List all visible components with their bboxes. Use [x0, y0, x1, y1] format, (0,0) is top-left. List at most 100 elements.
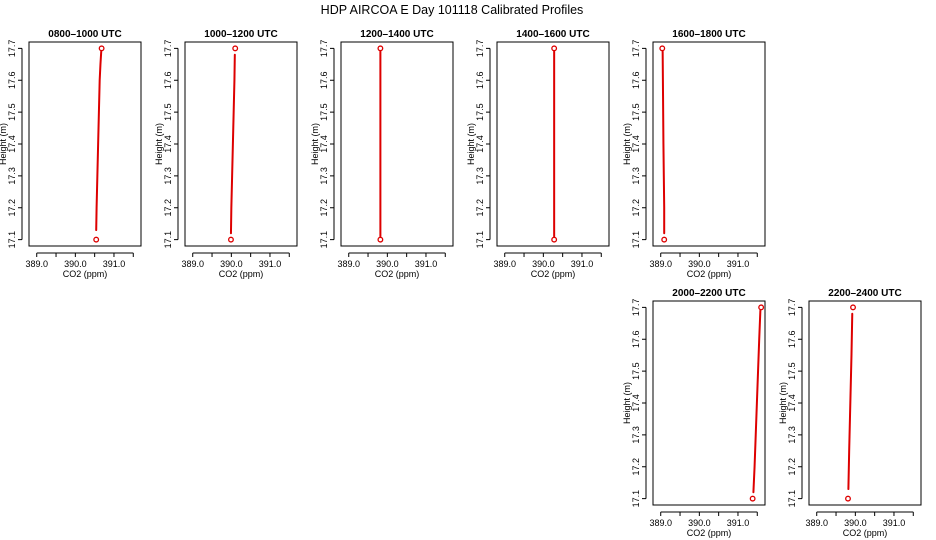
y-tick-label: 17.4 [319, 135, 329, 153]
plot-frame [340, 41, 454, 247]
y-tick-label: 17.7 [7, 40, 17, 58]
figure-title: HDP AIRCOA E Day 101118 Calibrated Profi… [321, 3, 584, 17]
x-tick-label: 391.0 [103, 259, 126, 269]
y-tick-label: 17.6 [163, 71, 173, 89]
y-tick-label: 17.3 [7, 167, 17, 185]
x-tick-label: 389.0 [805, 518, 828, 528]
x-tick-label: 391.0 [727, 259, 750, 269]
y-tick-label: 17.6 [7, 71, 17, 89]
y-tick-label: 17.7 [631, 299, 641, 317]
panel-title: 2000–2200 UTC [672, 288, 745, 299]
y-tick-label: 17.6 [787, 330, 797, 348]
x-tick-label: 391.0 [727, 518, 750, 528]
y-tick-label: 17.2 [163, 199, 173, 217]
x-tick-label: 390.0 [844, 518, 867, 528]
y-axis-label: Height (m) [0, 123, 8, 165]
x-tick-label: 390.0 [688, 518, 711, 528]
x-tick-label: 391.0 [571, 259, 594, 269]
y-tick-label: 17.1 [631, 490, 641, 508]
y-tick-label: 17.7 [475, 40, 485, 58]
y-tick-label: 17.3 [163, 167, 173, 185]
plot-frame [652, 300, 766, 506]
y-tick-label: 17.2 [787, 458, 797, 476]
y-tick-label: 17.7 [319, 40, 329, 58]
x-tick-label: 391.0 [415, 259, 438, 269]
y-tick-label: 17.1 [163, 231, 173, 249]
x-tick-label: 390.0 [220, 259, 243, 269]
y-tick-label: 17.5 [631, 103, 641, 121]
y-tick-label: 17.7 [787, 299, 797, 317]
y-tick-label: 17.5 [631, 362, 641, 380]
y-tick-label: 17.1 [319, 231, 329, 249]
profile-endpoint-marker [98, 45, 105, 52]
y-tick-label: 17.7 [631, 40, 641, 58]
x-tick-label: 389.0 [25, 259, 48, 269]
profile-line [229, 53, 236, 235]
y-tick-label: 17.3 [475, 167, 485, 185]
x-axis-label: CO2 (ppm) [843, 528, 888, 538]
y-tick-label: 17.1 [7, 231, 17, 249]
x-tick-label: 389.0 [649, 518, 672, 528]
panel-title: 1400–1600 UTC [516, 29, 589, 40]
y-tick-label: 17.5 [475, 103, 485, 121]
plot-frame [28, 41, 142, 247]
x-tick-label: 389.0 [649, 259, 672, 269]
y-tick-label: 17.4 [631, 135, 641, 153]
x-axis-label: CO2 (ppm) [687, 528, 732, 538]
x-tick-label: 389.0 [181, 259, 204, 269]
x-tick-label: 389.0 [493, 259, 516, 269]
x-tick-label: 391.0 [259, 259, 282, 269]
y-tick-label: 17.3 [631, 426, 641, 444]
x-tick-label: 390.0 [532, 259, 555, 269]
y-tick-label: 17.3 [319, 167, 329, 185]
y-axis-label: Height (m) [154, 123, 164, 165]
y-tick-label: 17.6 [319, 71, 329, 89]
profile-endpoint-marker [661, 236, 668, 243]
y-tick-label: 17.6 [475, 71, 485, 89]
y-tick-label: 17.5 [319, 103, 329, 121]
y-tick-label: 17.3 [631, 167, 641, 185]
y-tick-label: 17.2 [475, 199, 485, 217]
x-tick-label: 390.0 [376, 259, 399, 269]
panel-title: 1600–1800 UTC [672, 29, 745, 40]
y-tick-label: 17.1 [475, 231, 485, 249]
y-tick-label: 17.1 [787, 490, 797, 508]
panel-title: 2200–2400 UTC [828, 288, 901, 299]
x-tick-label: 390.0 [64, 259, 87, 269]
panel-title: 1200–1400 UTC [360, 29, 433, 40]
profile-line [847, 312, 854, 491]
y-tick-label: 17.7 [163, 40, 173, 58]
y-tick-label: 17.2 [631, 458, 641, 476]
y-tick-label: 17.2 [631, 199, 641, 217]
y-tick-label: 17.5 [787, 362, 797, 380]
profile-endpoint-marker [749, 495, 756, 502]
profile-line [95, 50, 103, 232]
y-tick-label: 17.5 [7, 103, 17, 121]
x-axis-label: CO2 (ppm) [687, 269, 732, 279]
plot-frame [808, 300, 922, 506]
y-tick-label: 17.5 [163, 103, 173, 121]
profile-endpoint-marker [377, 45, 384, 52]
profile-endpoint-marker [228, 236, 234, 243]
panel-title: 0800–1000 UTC [48, 29, 121, 40]
y-axis-label: Height (m) [622, 123, 632, 165]
profile-endpoint-marker [850, 304, 856, 311]
x-axis-label: CO2 (ppm) [531, 269, 576, 279]
y-tick-label: 17.6 [631, 330, 641, 348]
y-tick-label: 17.3 [787, 426, 797, 444]
y-tick-label: 17.4 [631, 394, 641, 412]
panel-title: 1000–1200 UTC [204, 29, 277, 40]
y-tick-label: 17.4 [7, 135, 17, 153]
y-tick-label: 17.2 [319, 199, 329, 217]
profile-endpoint-marker [377, 236, 384, 243]
profile-endpoint-marker [551, 236, 558, 243]
profile-endpoint-marker [758, 304, 765, 311]
y-axis-label: Height (m) [310, 123, 320, 165]
x-tick-label: 389.0 [337, 259, 360, 269]
